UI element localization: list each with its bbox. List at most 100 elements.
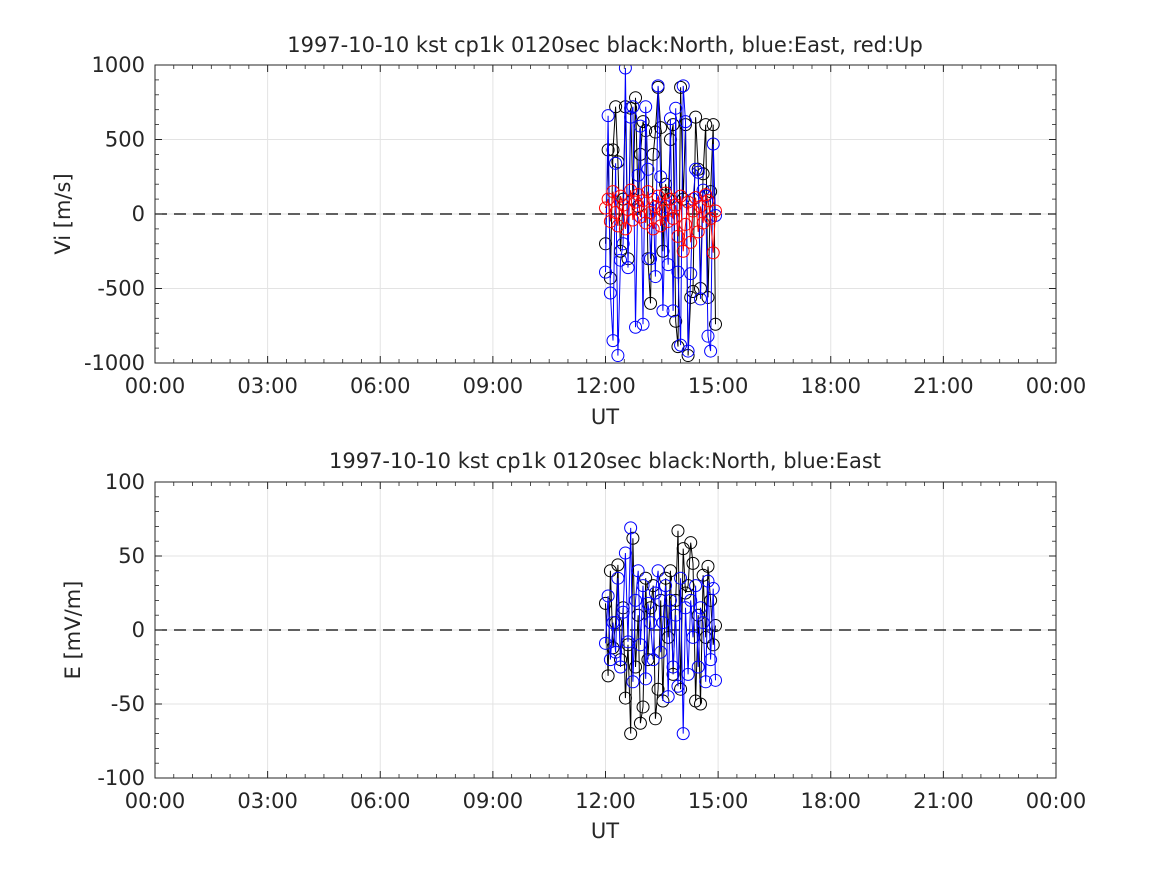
efield-plot-area (599, 521, 722, 741)
velocity-series-2-point (699, 188, 713, 202)
velocity-series-layer (599, 65, 722, 363)
efield-series-1-point (601, 589, 615, 603)
velocity-series-1-point (616, 237, 630, 251)
velocity-series-2-point (706, 246, 720, 260)
efield-series-1-point (639, 672, 653, 686)
efield-series-1-point (603, 653, 617, 667)
velocity-series-1-point (681, 344, 695, 358)
efield-x-tick-label: 18:00 (800, 789, 861, 813)
velocity-series-2-point (616, 198, 630, 212)
efield-series-1-point (676, 727, 690, 741)
velocity-x-tick-label: 00:00 (125, 374, 186, 398)
velocity-series-1-point (669, 101, 683, 115)
velocity-x-tick-label: 21:00 (913, 374, 974, 398)
efield-series-1-point (708, 673, 722, 687)
velocity-series-1-point (706, 137, 720, 151)
velocity-series-1-point (636, 317, 650, 331)
efield-x-tick-label: 15:00 (688, 789, 749, 813)
efield-series-1-point (631, 564, 645, 578)
velocity-series-2-point (609, 206, 623, 220)
efield-series-1-point (689, 579, 703, 593)
velocity-series-1-point (599, 265, 612, 279)
efield-series-1-point (599, 636, 612, 650)
efield-series-1-point (609, 645, 623, 659)
velocity-series-1-point (678, 115, 692, 129)
efield-series-0-point (686, 556, 700, 570)
velocity-series-1-point (651, 79, 665, 93)
efield-series-0-point (674, 682, 688, 696)
velocity-series-2-point (654, 219, 668, 233)
velocity-series-0-point (696, 167, 710, 181)
velocity-x-axis-label: UT (591, 405, 619, 429)
efield-series-1-point (663, 593, 677, 607)
velocity-series-1-point (704, 344, 718, 358)
velocity-x-tick-label: 15:00 (688, 374, 749, 398)
efield-series-1-point (614, 660, 628, 674)
velocity-series-2-point (618, 222, 632, 236)
velocity-x-tick-label: 03:00 (237, 374, 298, 398)
efield-series-1-point (616, 605, 630, 619)
velocity-series-1-point (618, 65, 632, 75)
velocity-series-2-point (629, 195, 643, 209)
efield-series-0-point (669, 593, 683, 607)
velocity-series-2-point (648, 200, 662, 214)
efield-series-0-point (641, 653, 655, 667)
velocity-series-2-point (646, 222, 660, 236)
velocity-series-2-point (624, 183, 638, 197)
efield-x-tick-label: 06:00 (350, 789, 411, 813)
velocity-series-0-point (701, 290, 715, 304)
efield-series-0-point (629, 660, 643, 674)
velocity-ticks: 00:00 03:00 06:00 09:00 12:00 15:00 18:00 21:00… (84, 53, 1086, 398)
efield-y-axis-label: E [mV/m] (61, 581, 85, 680)
efield-series-1-point (621, 635, 635, 649)
velocity-series-1-point (633, 119, 647, 133)
velocity-series-2-point (621, 203, 635, 217)
efield-x-tick-label: 21:00 (913, 789, 974, 813)
velocity-x-tick-label: 00:00 (1026, 374, 1087, 398)
efield-series-1-point (626, 675, 640, 689)
efield-ticks: 00:00 03:00 06:00 09:00 12:00 15:00 18:00 21:00… (97, 470, 1086, 813)
velocity-series-1-point (701, 329, 715, 343)
efield-series-0-point (678, 586, 692, 600)
velocity-series-2-point (601, 192, 615, 206)
velocity-series-0-point (656, 244, 670, 258)
efield-series-1-point (674, 571, 688, 585)
velocity-series-1-point (641, 162, 655, 176)
velocity-y-tick-label: 500 (105, 128, 145, 152)
efield-series-1-point (678, 601, 692, 615)
velocity-series-1-point (621, 261, 635, 275)
velocity-series-1-point (656, 304, 670, 318)
efield-series-0-point (601, 669, 615, 683)
velocity-series-2-point (686, 204, 700, 218)
efield-series-1-point (691, 660, 705, 674)
efield-series-0-point (656, 694, 670, 708)
efield-series-1-point (693, 601, 707, 615)
efield-series-0-point (691, 608, 705, 622)
velocity-x-tick-label: 12:00 (575, 374, 636, 398)
velocity-series-0-point (706, 118, 720, 132)
efield-series-1-point (633, 638, 647, 652)
velocity-y-tick-label: 1000 (92, 53, 145, 77)
efield-series-1-point (701, 574, 715, 588)
efield-series-0-point (671, 524, 685, 538)
efield-series-1-point (654, 645, 668, 659)
velocity-series-2-point (606, 185, 620, 199)
efield-series-1-point (641, 596, 655, 610)
efield-x-tick-label: 00:00 (125, 789, 186, 813)
efield-series-1-point (666, 660, 680, 674)
efield-series-1-point (651, 564, 665, 578)
velocity-series-1-point (603, 286, 617, 300)
efield-series-1-point (624, 521, 638, 535)
velocity-series-0-point (674, 80, 688, 94)
efield-panel: 00:00 03:00 06:00 09:00 12:00 15:00 18:00 21:00… (61, 449, 1086, 843)
velocity-series-1-point (606, 334, 620, 348)
efield-x-axis-label: UT (591, 819, 619, 843)
efield-series-0-point (618, 691, 632, 705)
efield-chart-title: 1997-10-10 kst cp1k 0120sec black:North,… (329, 449, 881, 473)
velocity-series-2-point (701, 194, 715, 208)
velocity-x-tick-label: 06:00 (350, 374, 411, 398)
efield-x-tick-label: 00:00 (1026, 789, 1087, 813)
velocity-series-1-point (684, 267, 698, 281)
velocity-series-1-point (654, 170, 668, 184)
